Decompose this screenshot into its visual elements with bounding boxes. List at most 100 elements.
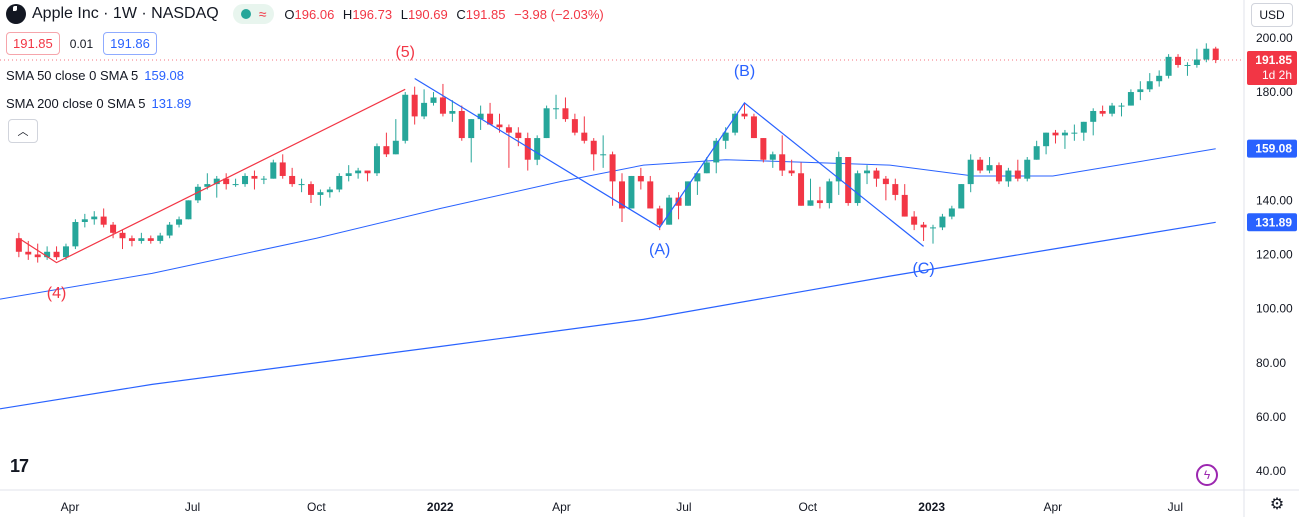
candle-body — [298, 184, 305, 186]
candle-body — [1137, 89, 1144, 93]
candle-body — [553, 108, 560, 110]
candle-body — [308, 184, 314, 195]
y-tick-label: 140.00 — [1256, 193, 1293, 207]
sma-price-badge — [1247, 213, 1297, 232]
candle-body — [279, 162, 286, 176]
candle-body — [581, 132, 588, 141]
candle-body — [194, 186, 201, 201]
candle-body — [1109, 105, 1116, 114]
candle-body — [34, 254, 41, 258]
market-status-pill[interactable]: ≈ — [232, 4, 275, 24]
gear-icon[interactable]: ⚙ — [1269, 496, 1285, 513]
candle-body — [967, 159, 974, 185]
candle-body — [223, 178, 230, 185]
collapse-legend-button[interactable]: ︿ — [8, 119, 38, 143]
candle-body — [741, 113, 748, 117]
candle-body — [213, 178, 220, 185]
candle-body — [1184, 64, 1191, 66]
low-value: 190.69 — [407, 6, 448, 22]
candle-body — [421, 102, 428, 117]
candle-body — [326, 189, 333, 193]
symbol-title[interactable]: Apple Inc · 1W · NASDAQ — [32, 5, 219, 22]
tradingview-logo[interactable]: 17 — [10, 456, 29, 476]
y-tick-label: 60.00 — [1256, 410, 1286, 424]
candle-body — [703, 162, 710, 174]
candle-body — [656, 208, 663, 225]
candle-body — [543, 108, 550, 139]
y-tick-label: 80.00 — [1256, 356, 1286, 370]
candle-body — [204, 184, 211, 187]
data-delay-icon: ≈ — [258, 6, 267, 22]
candle-body — [392, 140, 399, 155]
currency-selector[interactable]: USD — [1251, 3, 1293, 27]
change-value: −3.98 (−2.03%) — [514, 6, 604, 22]
candle-body — [449, 110, 456, 114]
candle-body — [477, 113, 484, 120]
sma50-line — [0, 148, 1216, 300]
last-price-badge — [1247, 50, 1297, 85]
y-tick-label: 200.00 — [1256, 31, 1293, 45]
candle-body — [251, 175, 258, 179]
wave-label: (5) — [395, 44, 415, 61]
y-tick-label: 40.00 — [1256, 464, 1286, 478]
candle-body — [1024, 159, 1031, 179]
candle-body — [882, 178, 889, 185]
candle-body — [25, 251, 32, 255]
x-tick-label: Apr — [552, 500, 571, 514]
candle-body — [1156, 75, 1163, 82]
candle-body — [948, 208, 955, 217]
candle-body — [986, 165, 993, 171]
candle-body — [534, 138, 541, 160]
candle-body — [185, 200, 192, 220]
x-tick-label: Jul — [185, 500, 200, 514]
candle-body — [383, 146, 390, 155]
candle-body — [402, 94, 409, 141]
candle-body — [166, 224, 173, 236]
candle-body — [430, 97, 437, 103]
candle-body — [468, 119, 475, 139]
sell-button[interactable]: 191.85 — [6, 32, 60, 55]
chevron-up-icon: ︿ — [17, 126, 29, 138]
candle-body — [336, 175, 343, 190]
candle-body — [798, 173, 805, 206]
candle-body — [1203, 48, 1210, 60]
wave-impulse-line — [18, 88, 406, 264]
candle-body — [1165, 56, 1172, 76]
x-tick-label: Jul — [1168, 500, 1183, 514]
candle-body — [289, 175, 296, 185]
candle-body — [637, 175, 644, 182]
candle-body — [15, 238, 22, 252]
candle-body — [355, 170, 362, 174]
candle-body — [939, 216, 946, 228]
open-value: 196.06 — [294, 6, 335, 22]
candle-body — [260, 178, 267, 180]
candle-body — [666, 197, 673, 225]
candle-body — [119, 232, 126, 239]
candle-body — [1212, 48, 1219, 60]
x-tick-label: Apr — [61, 500, 80, 514]
candle-body — [816, 200, 823, 204]
indicator-sma200[interactable]: SMA 200 close 0 SMA 5 131.89 — [6, 96, 191, 111]
candle-body — [439, 97, 446, 114]
candle-body — [788, 170, 795, 174]
indicator-sma50[interactable]: SMA 50 close 0 SMA 5 159.08 — [6, 68, 184, 83]
wave-label: (A) — [649, 241, 670, 258]
candle-body — [562, 108, 569, 120]
candle-body — [110, 224, 117, 233]
candle-body — [628, 175, 635, 209]
candle-body — [458, 110, 465, 139]
x-tick-label: 2023 — [918, 500, 945, 514]
lightning-icon[interactable]: ϟ — [1196, 464, 1218, 486]
candle-body — [1175, 56, 1182, 65]
candle-body — [1071, 132, 1078, 134]
buy-button[interactable]: 191.86 — [103, 32, 157, 55]
last-price-text: 191.85 — [1255, 53, 1292, 67]
candle-body — [826, 181, 833, 204]
candle-body — [53, 251, 60, 258]
sma-price-text: 159.08 — [1255, 142, 1292, 156]
candle-body — [411, 94, 418, 117]
candle-body — [779, 154, 786, 171]
candle-body — [515, 132, 522, 139]
candle-body — [176, 219, 183, 225]
